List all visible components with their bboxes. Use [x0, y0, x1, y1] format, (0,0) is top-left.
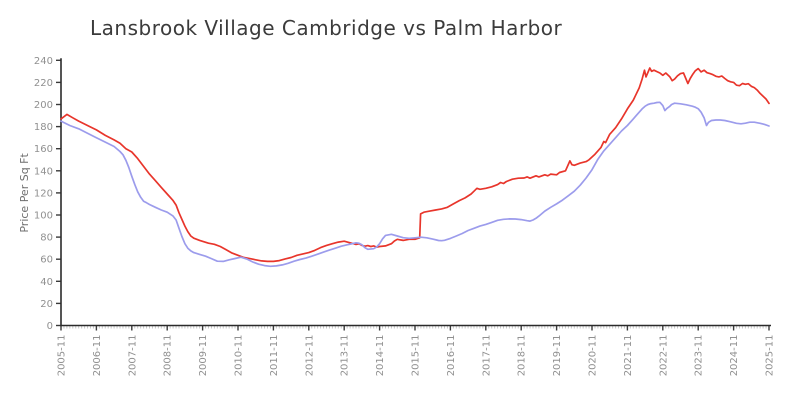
x-tick-label: 2009-11 — [198, 335, 209, 377]
x-tick-label: 2022-11 — [658, 335, 669, 377]
y-tick-label: 40 — [40, 277, 53, 288]
y-tick-label: 0 — [47, 321, 53, 332]
x-tick-label: 2011-11 — [269, 335, 280, 377]
x-tick-label: 2014-11 — [375, 335, 386, 377]
y-tick-label: 220 — [34, 78, 53, 89]
x-tick-label: 2021-11 — [623, 335, 634, 377]
x-tick-label: 2023-11 — [694, 335, 705, 377]
blue-series-line — [60, 101, 770, 268]
axis-spines — [60, 58, 771, 327]
x-tick-label: 2010-11 — [234, 335, 245, 377]
x-tick-label: 2020-11 — [588, 335, 599, 377]
y-tick-label: 100 — [34, 211, 53, 222]
x-tick-label: 2024-11 — [729, 335, 740, 377]
y-axis-title: Price Per Sq Ft — [18, 152, 31, 232]
x-tick-label: 2006-11 — [92, 335, 103, 377]
y-tick-label: 140 — [34, 166, 53, 177]
y-tick-label: 80 — [40, 233, 53, 244]
x-tick-label: 2015-11 — [411, 335, 422, 377]
x-tick-label: 2018-11 — [517, 335, 528, 377]
x-tick-label: 2008-11 — [163, 335, 174, 377]
y-tick-label: 240 — [34, 56, 53, 67]
x-tick-label: 2019-11 — [552, 335, 563, 377]
x-tick-label: 2017-11 — [481, 335, 492, 377]
chart-title: Lansbrook Village Cambridge vs Palm Harb… — [90, 16, 563, 40]
y-tick-label: 180 — [34, 122, 53, 133]
y-tick-label: 120 — [34, 188, 53, 199]
y-tick-label: 160 — [34, 144, 53, 155]
x-tick-label: 2007-11 — [127, 335, 138, 377]
red-series-line — [60, 67, 770, 263]
x-tick-label: 2013-11 — [340, 335, 351, 377]
x-tick-label: 2012-11 — [304, 335, 315, 377]
y-tick-label: 200 — [34, 100, 53, 111]
x-tick-label: 2016-11 — [446, 335, 457, 377]
x-tick-label: 2025-11 — [765, 335, 776, 377]
x-tick-label: 2005-11 — [57, 335, 68, 377]
y-tick-label: 60 — [40, 255, 53, 266]
y-tick-label: 20 — [40, 299, 53, 310]
